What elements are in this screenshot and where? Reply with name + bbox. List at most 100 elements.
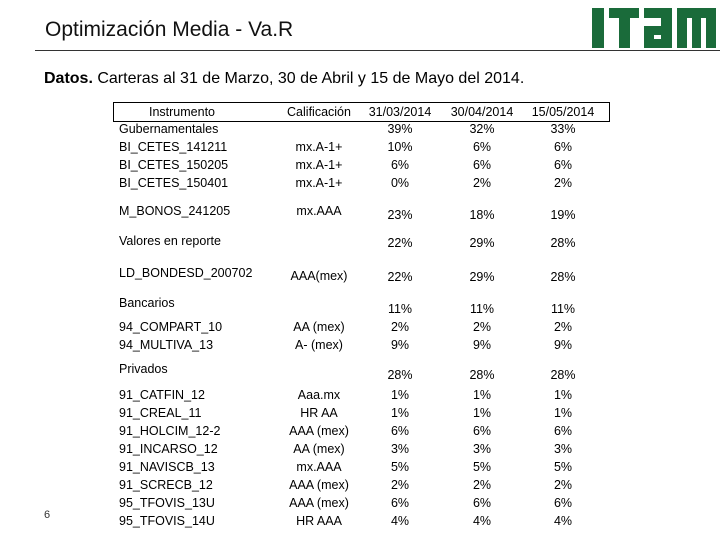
weight-cell: 1% bbox=[390, 406, 410, 420]
weight-cell: 19% bbox=[550, 208, 576, 222]
instrument-cell: 94_MULTIVA_13 bbox=[119, 338, 214, 352]
weight-cell: 6% bbox=[390, 424, 410, 438]
rating-cell: Aaa.mx bbox=[297, 388, 341, 402]
rating-cell: HR AA bbox=[300, 406, 338, 420]
weight-cell: 22% bbox=[387, 270, 413, 284]
rating-cell: AA (mex) bbox=[293, 442, 345, 456]
header-date-2: 30/04/2014 bbox=[450, 105, 514, 119]
weight-cell: 1% bbox=[390, 388, 410, 402]
weight-cell: 0% bbox=[390, 176, 410, 190]
weight-cell: 6% bbox=[472, 424, 492, 438]
weight-cell: 2% bbox=[472, 320, 492, 334]
instrument-cell: Valores en reporte bbox=[119, 234, 221, 248]
instrument-cell: 91_SCRECB_12 bbox=[119, 478, 213, 492]
weight-cell: 9% bbox=[472, 338, 492, 352]
weight-cell: 32% bbox=[469, 122, 495, 136]
weight-cell: 28% bbox=[550, 368, 576, 382]
weight-cell: 4% bbox=[390, 514, 410, 528]
instrument-cell: M_BONOS_241205 bbox=[119, 204, 231, 218]
weight-cell: 11% bbox=[550, 302, 576, 316]
weight-cell: 11% bbox=[387, 302, 413, 316]
instrument-cell: Gubernamentales bbox=[119, 122, 219, 136]
weight-cell: 29% bbox=[469, 236, 495, 250]
weight-cell: 5% bbox=[390, 460, 410, 474]
rating-cell: mx.AAA bbox=[296, 460, 342, 474]
rating-cell: AAA(mex) bbox=[290, 269, 348, 283]
weight-cell: 28% bbox=[469, 368, 495, 382]
rating-cell: AAA (mex) bbox=[289, 424, 349, 438]
weight-cell: 23% bbox=[387, 208, 413, 222]
instrument-cell: 91_CATFIN_12 bbox=[119, 388, 205, 402]
rating-cell: mx.A-1+ bbox=[295, 140, 343, 154]
instrument-cell: 95_TFOVIS_13U bbox=[119, 496, 215, 510]
weight-cell: 4% bbox=[553, 514, 573, 528]
instrument-cell: 91_INCARSO_12 bbox=[119, 442, 218, 456]
subtitle: Datos. Carteras al 31 de Marzo, 30 de Ab… bbox=[44, 70, 524, 88]
rating-cell: HR AAA bbox=[296, 514, 342, 528]
weight-cell: 29% bbox=[469, 270, 495, 284]
weight-cell: 1% bbox=[553, 388, 573, 402]
subtitle-text: Carteras al 31 de Marzo, 30 de Abril y 1… bbox=[92, 70, 525, 87]
rating-cell: AAA (mex) bbox=[289, 496, 349, 510]
weight-cell: 10% bbox=[387, 140, 413, 154]
weight-cell: 4% bbox=[472, 514, 492, 528]
weight-cell: 2% bbox=[390, 478, 410, 492]
weight-cell: 9% bbox=[390, 338, 410, 352]
rating-cell: A- (mex) bbox=[295, 338, 343, 352]
weight-cell: 2% bbox=[553, 320, 573, 334]
weight-cell: 9% bbox=[553, 338, 573, 352]
weight-cell: 3% bbox=[390, 442, 410, 456]
weight-cell: 2% bbox=[472, 176, 492, 190]
weight-cell: 39% bbox=[387, 122, 413, 136]
header-date-3: 15/05/2014 bbox=[531, 105, 595, 119]
weight-cell: 2% bbox=[553, 478, 573, 492]
weight-cell: 22% bbox=[387, 236, 413, 250]
table-header-border bbox=[113, 102, 610, 122]
instrument-cell: 94_COMPART_10 bbox=[119, 320, 223, 334]
weight-cell: 6% bbox=[390, 496, 410, 510]
rating-cell: mx.A-1+ bbox=[295, 158, 343, 172]
weight-cell: 2% bbox=[390, 320, 410, 334]
instrument-cell: BI_CETES_150401 bbox=[119, 176, 229, 190]
weight-cell: 18% bbox=[469, 208, 495, 222]
weight-cell: 28% bbox=[387, 368, 413, 382]
portfolio-table: Instrumento Calificación 31/03/2014 30/0… bbox=[113, 102, 610, 528]
weight-cell: 3% bbox=[553, 442, 573, 456]
weight-cell: 1% bbox=[553, 406, 573, 420]
weight-cell: 1% bbox=[472, 388, 492, 402]
weight-cell: 33% bbox=[550, 122, 576, 136]
header-instrumento: Instrumento bbox=[149, 105, 216, 119]
weight-cell: 28% bbox=[550, 236, 576, 250]
weight-cell: 1% bbox=[472, 406, 492, 420]
weight-cell: 6% bbox=[472, 140, 492, 154]
title-divider bbox=[35, 50, 720, 51]
weight-cell: 28% bbox=[550, 270, 576, 284]
weight-cell: 6% bbox=[472, 496, 492, 510]
weight-cell: 6% bbox=[553, 158, 573, 172]
instrument-cell: BI_CETES_141211 bbox=[119, 140, 228, 154]
instrument-cell: Bancarios bbox=[119, 296, 175, 310]
rating-cell: mx.AAA bbox=[296, 204, 342, 218]
instrument-cell: 95_TFOVIS_14U bbox=[119, 514, 215, 528]
weight-cell: 5% bbox=[553, 460, 573, 474]
subtitle-lead: Datos. bbox=[44, 70, 93, 87]
header-date-1: 31/03/2014 bbox=[368, 105, 432, 119]
instrument-cell: LD_BONDESD_200702 bbox=[119, 266, 253, 280]
itam-logo bbox=[592, 8, 716, 48]
rating-cell: mx.A-1+ bbox=[295, 176, 343, 190]
page-number: 6 bbox=[44, 509, 51, 521]
instrument-cell: 91_HOLCIM_12-2 bbox=[119, 424, 221, 438]
weight-cell: 6% bbox=[472, 158, 492, 172]
instrument-cell: 91_CREAL_11 bbox=[119, 406, 202, 420]
weight-cell: 6% bbox=[553, 140, 573, 154]
weight-cell: 5% bbox=[472, 460, 492, 474]
instrument-cell: Privados bbox=[119, 362, 168, 376]
slide-title: Optimización Media - Va.R bbox=[45, 18, 294, 41]
header-calificacion: Calificación bbox=[287, 105, 351, 119]
rating-cell: AAA (mex) bbox=[289, 478, 349, 492]
rating-cell: AA (mex) bbox=[293, 320, 345, 334]
instrument-cell: 91_NAVISCB_13 bbox=[119, 460, 215, 474]
instrument-cell: BI_CETES_150205 bbox=[119, 158, 229, 172]
weight-cell: 6% bbox=[553, 496, 573, 510]
weight-cell: 11% bbox=[469, 302, 495, 316]
